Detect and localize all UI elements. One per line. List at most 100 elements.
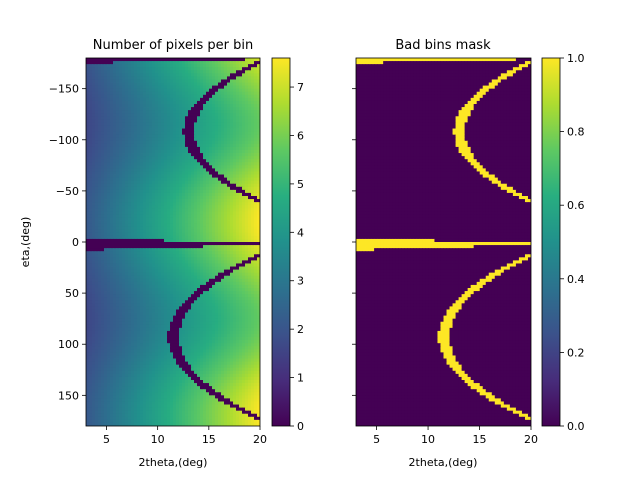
heatmap-cell [110, 315, 114, 320]
heatmap-cell [116, 306, 120, 310]
heatmap-cell [107, 85, 111, 90]
heatmap-cell [188, 128, 192, 132]
heatmap-cell [245, 272, 249, 277]
heatmap-cell [191, 107, 195, 111]
heatmap-cell [146, 122, 150, 126]
heatmap-cell [110, 116, 114, 120]
heatmap-cell [206, 186, 210, 191]
heatmap-cell [242, 192, 246, 197]
heatmap-cell [233, 159, 237, 163]
heatmap-cell [119, 150, 123, 154]
heatmap-cell [161, 229, 165, 234]
heatmap-cell [116, 162, 120, 166]
heatmap-cell [173, 214, 177, 218]
heatmap-cell [158, 79, 162, 83]
heatmap-cell [236, 226, 240, 231]
heatmap-cell [221, 116, 225, 120]
heatmap-cell [128, 91, 132, 96]
heatmap-cell [203, 214, 207, 218]
heatmap-cell [164, 159, 168, 163]
heatmap-cell [206, 64, 210, 68]
heatmap-cell [236, 254, 240, 258]
heatmap-cell [89, 272, 93, 277]
heatmap-cell [221, 288, 225, 292]
heatmap-cell [116, 61, 120, 65]
heatmap-cell [230, 220, 234, 224]
heatmap-cell [251, 162, 255, 166]
heatmap-cell [218, 220, 222, 224]
heatmap-cell [185, 275, 189, 280]
heatmap-cell [164, 174, 168, 178]
heatmap-cell [116, 189, 120, 194]
heatmap-cell [185, 79, 189, 83]
heatmap-cell [101, 284, 105, 289]
heatmap-cell [233, 119, 237, 123]
heatmap-cell [149, 232, 153, 237]
heatmap-cell [248, 150, 252, 154]
heatmap-cell [98, 113, 102, 117]
heatmap-cell [119, 61, 123, 65]
heatmap-cell [119, 229, 123, 234]
heatmap-cell [206, 196, 210, 200]
heatmap-cell [146, 177, 150, 182]
heatmap-cell [134, 288, 138, 292]
heatmap-cell [86, 183, 90, 188]
heatmap-cell [146, 143, 150, 148]
heatmap-cell [227, 297, 231, 301]
heatmap-cell [224, 263, 228, 267]
heatmap-cell [197, 208, 201, 212]
heatmap-cell [203, 134, 207, 139]
heatmap-cell [194, 128, 198, 132]
heatmap-cell [212, 180, 216, 185]
heatmap-cell [128, 275, 132, 280]
heatmap-cell [158, 183, 162, 188]
heatmap-cell [254, 260, 258, 264]
heatmap-cell [230, 94, 234, 99]
heatmap-cell [137, 143, 141, 148]
heatmap-cell [149, 97, 153, 102]
heatmap-cell [191, 263, 195, 267]
heatmap-cell [146, 116, 150, 120]
heatmap-cell [161, 94, 165, 99]
heatmap-cell [125, 159, 129, 163]
heatmap-cell [104, 156, 108, 160]
heatmap-cell [245, 202, 249, 206]
heatmap-cell [107, 125, 111, 129]
heatmap-cell [197, 177, 201, 182]
heatmap-cell [254, 235, 258, 240]
heatmap-cell [146, 67, 150, 71]
heatmap-cell [200, 128, 204, 132]
heatmap-cell [95, 226, 99, 231]
heatmap-cell [254, 254, 258, 258]
heatmap-cell [95, 134, 99, 139]
heatmap-cell [113, 183, 117, 188]
heatmap-cell [227, 67, 231, 71]
heatmap-cell [143, 248, 147, 252]
heatmap-cell [182, 235, 186, 240]
heatmap-cell [179, 73, 183, 77]
heatmap-cell [209, 134, 213, 139]
heatmap-cell [155, 110, 159, 114]
heatmap-cell [173, 232, 177, 237]
heatmap-cell [125, 291, 129, 295]
heatmap-cell [248, 131, 252, 136]
heatmap-cell [158, 122, 162, 126]
heatmap-cell [221, 192, 225, 197]
heatmap-cell [113, 76, 117, 80]
heatmap-cell [164, 186, 168, 191]
heatmap-cell [104, 107, 108, 111]
heatmap-cell [185, 291, 189, 295]
heatmap-cell [257, 199, 260, 203]
heatmap-cell [158, 61, 162, 65]
heatmap-cell [170, 223, 174, 228]
heatmap-cell [101, 165, 105, 169]
heatmap-cell [224, 85, 228, 90]
heatmap-cell [158, 309, 162, 313]
heatmap-cell [179, 297, 183, 301]
heatmap-cell [191, 211, 195, 215]
heatmap-cell [140, 79, 144, 83]
heatmap-cell [257, 100, 260, 105]
heatmap-cell [251, 235, 255, 240]
heatmap-cell [257, 288, 260, 292]
heatmap-cell [230, 284, 234, 289]
